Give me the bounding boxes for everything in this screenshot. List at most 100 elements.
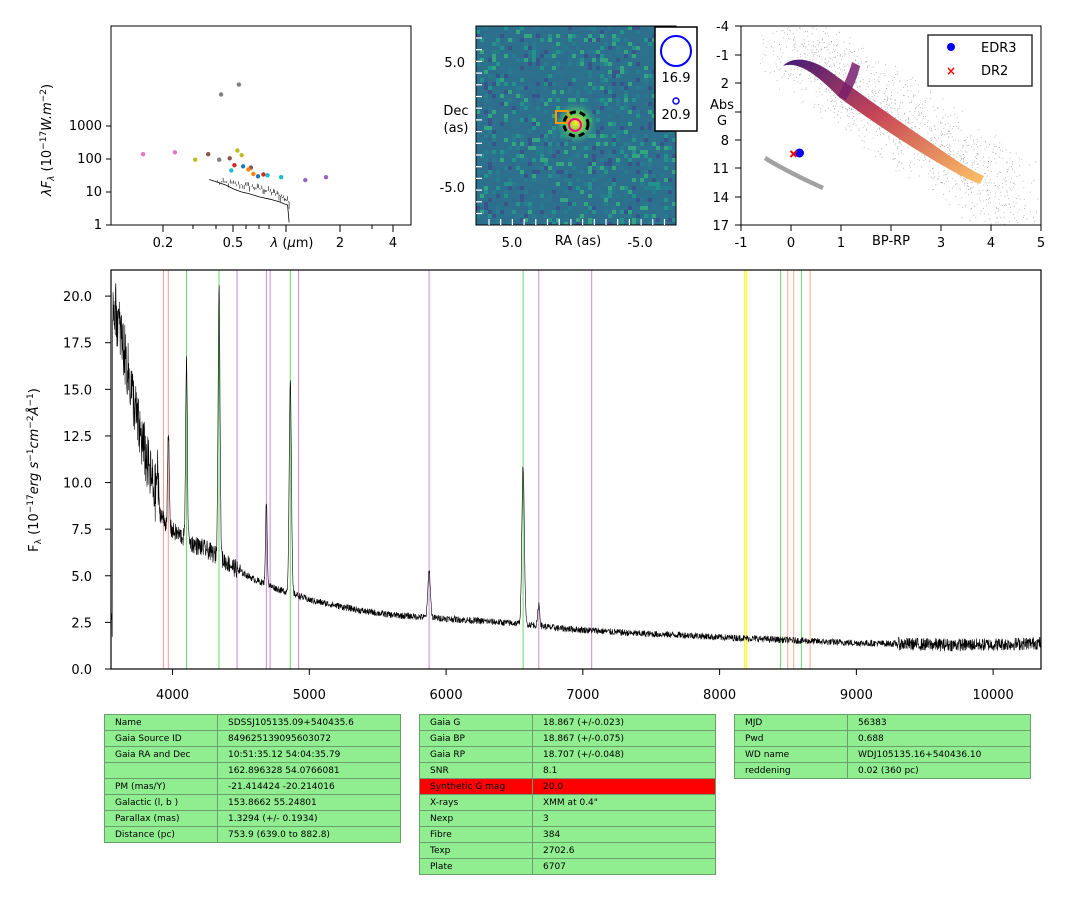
image-pixel <box>636 30 640 34</box>
hrd-star-dot <box>956 156 958 158</box>
image-pixel <box>532 102 536 106</box>
image-pixel <box>572 50 576 54</box>
image-pixel <box>540 202 544 206</box>
hrd-star-dot <box>869 81 870 82</box>
image-pixel <box>516 58 520 62</box>
hrd-star-dot <box>947 146 949 148</box>
image-pixel <box>540 110 544 114</box>
table-key-cell: Plate <box>419 858 533 875</box>
sed-point <box>236 82 242 87</box>
image-pixel <box>584 142 588 146</box>
hrd-star-dot <box>973 215 975 216</box>
image-pixel <box>516 166 520 170</box>
hrd-star-dot <box>858 129 860 131</box>
hrd-star-dot <box>809 59 811 60</box>
hrd-star-dot <box>857 110 859 112</box>
hrd-star-dot <box>983 200 985 202</box>
spectrum-frame <box>110 269 1042 670</box>
hrd-star-dot <box>1004 195 1006 197</box>
image-pixel <box>524 42 528 46</box>
image-pixel <box>636 210 640 214</box>
image-pixel <box>628 82 632 86</box>
image-pixel <box>556 142 560 146</box>
image-pixel <box>516 122 520 126</box>
table-row: MJD 56383 <box>734 714 1031 731</box>
hrd-star-dot <box>1000 195 1002 196</box>
hrd-star-dot <box>829 52 831 54</box>
hrd-star-dot <box>983 208 984 210</box>
hrd-star-dot <box>834 56 836 58</box>
hrd-star-dot <box>945 145 947 146</box>
hrd-star-dot <box>971 187 973 189</box>
hrd-star-dot <box>956 182 958 184</box>
hrd-ytick-label: 17 <box>712 219 729 234</box>
table-key-cell: Gaia RA and Dec <box>104 746 218 763</box>
image-pixel <box>608 26 612 30</box>
image-pixel <box>612 154 616 158</box>
image-pixel <box>552 114 556 118</box>
hrd-star-dot <box>851 107 852 109</box>
hrd-star-dot <box>790 68 792 70</box>
hrd-star-dot <box>815 52 817 53</box>
image-pixel <box>640 110 644 114</box>
hrd-star-dot <box>1009 152 1011 154</box>
table-value-cell: 20.0 <box>532 778 716 795</box>
image-pixel <box>568 82 572 86</box>
hrd-star-dot <box>805 31 806 32</box>
sed-ytick-label: 10 <box>85 185 102 200</box>
hrd-star-dot <box>813 45 814 47</box>
hrd-star-dot <box>962 207 964 208</box>
image-pixel <box>548 218 552 222</box>
image-pixel <box>560 26 564 30</box>
hrd-star-dot <box>982 189 984 191</box>
hrd-star-dot <box>934 138 936 139</box>
hrd-star-dot <box>907 86 908 88</box>
image-pixel <box>488 158 492 162</box>
image-pixel <box>488 214 492 218</box>
image-pixel <box>656 150 660 154</box>
image-pixel <box>620 66 624 70</box>
hrd-star-dot <box>867 86 869 88</box>
image-pixel <box>504 186 508 190</box>
image-pixel <box>588 170 592 174</box>
hrd-star-dot <box>853 123 855 124</box>
hrd-star-dot <box>976 203 978 205</box>
hrd-star-dot <box>947 153 949 154</box>
image-pixel <box>616 210 620 214</box>
image-pixel <box>540 210 544 214</box>
image-pixel <box>488 126 492 130</box>
hrd-star-dot <box>836 39 838 41</box>
image-pixel <box>488 162 492 166</box>
image-pixel <box>544 122 548 126</box>
hrd-star-dot <box>989 192 991 194</box>
image-pixel <box>628 146 632 150</box>
hrd-star-dot <box>897 71 899 73</box>
hrd-star-dot <box>859 81 861 83</box>
hrd-star-dot <box>895 117 896 118</box>
image-pixel <box>628 102 632 106</box>
sed-point <box>206 152 211 157</box>
image-pixel <box>600 134 604 138</box>
image-pixel <box>536 178 540 182</box>
image-pixel <box>612 82 616 86</box>
image-pixel <box>564 190 568 194</box>
hrd-star-dot <box>988 213 989 215</box>
hrd-star-dot <box>990 223 992 225</box>
hrd-star-dot <box>957 151 959 153</box>
hrd-star-dot <box>1012 163 1013 165</box>
table-row: Gaia G 18.867 (+/-0.023) <box>419 714 716 731</box>
hrd-star-dot <box>960 129 962 131</box>
hrd-star-dot <box>779 69 780 71</box>
image-pixel <box>608 50 612 54</box>
image-pixel <box>648 74 652 78</box>
hrd-star-dot <box>827 99 828 101</box>
hrd-star-dot <box>933 171 935 173</box>
image-pixel <box>516 214 520 218</box>
hrd-star-dot <box>972 163 973 165</box>
hrd-star-dot <box>870 120 871 122</box>
image-pixel <box>576 218 580 222</box>
image-pixel <box>624 130 628 134</box>
hrd-star-dot <box>960 189 961 191</box>
hrd-star-dot <box>978 129 980 131</box>
hrd-star-dot <box>1019 165 1020 166</box>
